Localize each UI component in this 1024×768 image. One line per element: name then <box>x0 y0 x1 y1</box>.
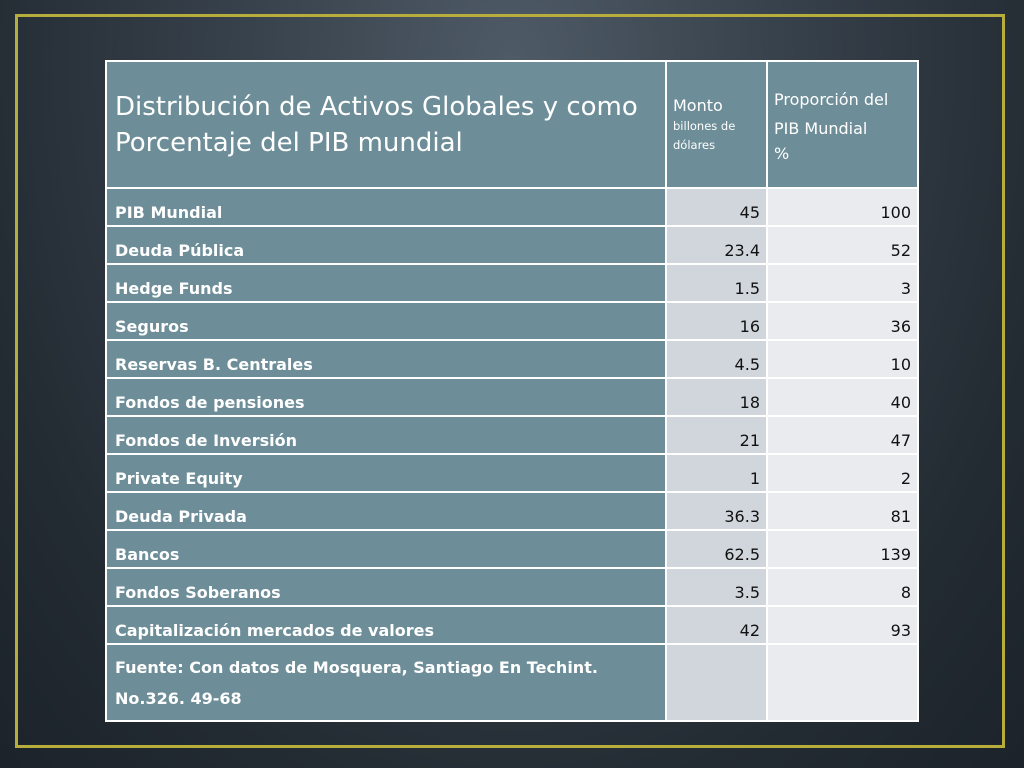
table-row: Deuda Pública 23.4 52 <box>105 225 919 265</box>
row-label-cell: Seguros <box>105 301 667 341</box>
source-empty-proporcion-cell <box>766 643 919 722</box>
source-row: Fuente: Con datos de Mosquera, Santiago … <box>105 643 919 722</box>
row-monto-cell: 1.5 <box>665 263 768 303</box>
table-header-row: Distribución de Activos Globales y como … <box>105 60 919 189</box>
row-proporcion-cell: 81 <box>766 491 919 531</box>
table-row: Fondos Soberanos 3.5 8 <box>105 567 919 607</box>
row-proporcion-cell: 3 <box>766 263 919 303</box>
monto-header-label: Monto <box>673 95 723 115</box>
header-title-cell: Distribución de Activos Globales y como … <box>105 60 667 189</box>
row-label-cell: Deuda Privada <box>105 491 667 531</box>
row-monto-cell: 18 <box>665 377 768 417</box>
row-monto-cell: 42 <box>665 605 768 645</box>
slide-frame <box>15 14 1005 748</box>
table-row: Hedge Funds 1.5 3 <box>105 263 919 303</box>
row-proporcion-cell: 10 <box>766 339 919 379</box>
row-label-cell: Fondos de pensiones <box>105 377 667 417</box>
row-monto-cell: 3.5 <box>665 567 768 607</box>
row-monto-cell: 16 <box>665 301 768 341</box>
row-proporcion-cell: 52 <box>766 225 919 265</box>
table-row: Private Equity 1 2 <box>105 453 919 493</box>
row-proporcion-cell: 40 <box>766 377 919 417</box>
table-row: Bancos 62.5 139 <box>105 529 919 569</box>
row-proporcion-cell: 8 <box>766 567 919 607</box>
row-label-cell: Private Equity <box>105 453 667 493</box>
row-proporcion-cell: 2 <box>766 453 919 493</box>
row-monto-cell: 4.5 <box>665 339 768 379</box>
assets-table: Distribución de Activos Globales y como … <box>105 60 919 722</box>
table-row: PIB Mundial 45 100 <box>105 187 919 227</box>
table-title: Distribución de Activos Globales y como … <box>115 91 638 158</box>
row-proporcion-cell: 47 <box>766 415 919 455</box>
source-empty-monto-cell <box>665 643 768 722</box>
table-row: Capitalización mercados de valores 42 93 <box>105 605 919 645</box>
row-monto-cell: 36.3 <box>665 491 768 531</box>
row-label-cell: Fondos de Inversión <box>105 415 667 455</box>
row-label-cell: Bancos <box>105 529 667 569</box>
source-note: Fuente: Con datos de Mosquera, Santiago … <box>105 643 667 722</box>
row-proporcion-cell: 100 <box>766 187 919 227</box>
row-label-cell: Fondos Soberanos <box>105 567 667 607</box>
row-proporcion-cell: 139 <box>766 529 919 569</box>
table-row: Fondos de pensiones 18 40 <box>105 377 919 417</box>
proporcion-header-unit: % <box>774 143 790 163</box>
table-row: Fondos de Inversión 21 47 <box>105 415 919 455</box>
row-monto-cell: 62.5 <box>665 529 768 569</box>
row-label-cell: Deuda Pública <box>105 225 667 265</box>
row-label-cell: PIB Mundial <box>105 187 667 227</box>
proporcion-header-label: Proporción del PIB Mundial <box>774 89 889 138</box>
row-monto-cell: 45 <box>665 187 768 227</box>
row-monto-cell: 1 <box>665 453 768 493</box>
row-label-cell: Capitalización mercados de valores <box>105 605 667 645</box>
row-proporcion-cell: 93 <box>766 605 919 645</box>
table-row: Reservas B. Centrales 4.5 10 <box>105 339 919 379</box>
table-row: Seguros 16 36 <box>105 301 919 341</box>
header-proporcion-cell: Proporción del PIB Mundial % <box>766 60 919 189</box>
row-proporcion-cell: 36 <box>766 301 919 341</box>
row-monto-cell: 23.4 <box>665 225 768 265</box>
monto-header-sublabel: billones de dólares <box>673 118 736 152</box>
header-monto-cell: Monto billones de dólares <box>665 60 768 189</box>
row-label-cell: Hedge Funds <box>105 263 667 303</box>
row-label-cell: Reservas B. Centrales <box>105 339 667 379</box>
row-monto-cell: 21 <box>665 415 768 455</box>
table-row: Deuda Privada 36.3 81 <box>105 491 919 531</box>
